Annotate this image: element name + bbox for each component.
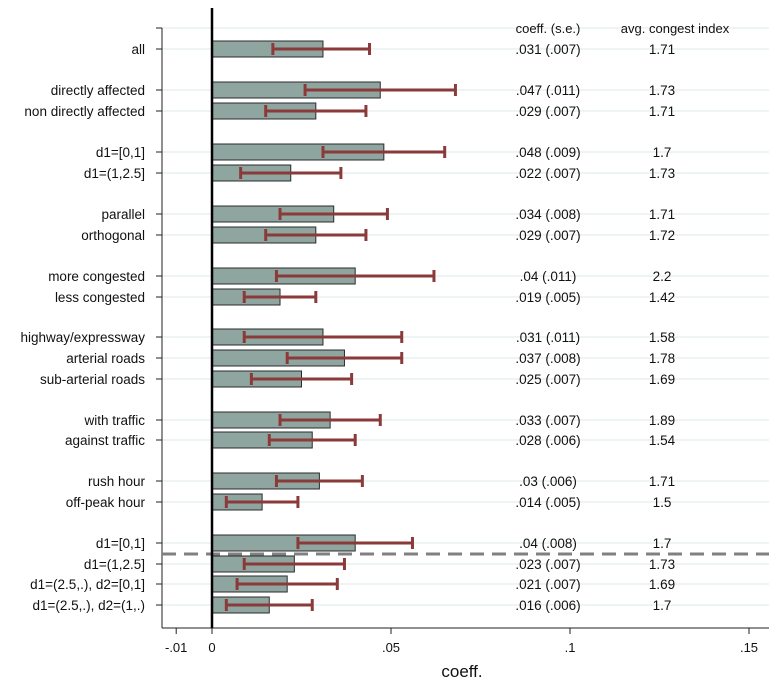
coef-se-label: .034 (.008): [515, 207, 580, 222]
row-label: arterial roads: [66, 351, 145, 366]
row-label: all: [131, 42, 145, 57]
coef-se-label: .031 (.011): [516, 330, 580, 345]
x-tick-label: .1: [565, 640, 576, 655]
coef-se-label: .031 (.007): [515, 42, 580, 57]
congest-index-label: 1.58: [649, 330, 675, 345]
x-axis-title: coeff.: [441, 662, 482, 681]
column-header-index: avg. congest index: [621, 21, 730, 36]
congest-index-label: 1.7: [653, 598, 672, 613]
coef-se-label: .014 (.005): [515, 495, 580, 510]
row-label: orthogonal: [81, 228, 145, 243]
row-label: non directly affected: [24, 104, 145, 119]
coef-se-label: .016 (.006): [515, 598, 580, 613]
row-label: d1=(2.5,.), d2=[0,1]: [30, 577, 145, 592]
congest-index-label: 1.42: [649, 290, 675, 305]
coef-se-label: .019 (.005): [515, 290, 580, 305]
row-label: with traffic: [83, 413, 145, 428]
row-label: off-peak hour: [66, 495, 146, 510]
row-label: d1=[0,1]: [96, 145, 145, 160]
row-label: d1=(2.5,.), d2=(1,.): [32, 598, 145, 613]
row-label: more congested: [48, 269, 145, 284]
congest-index-label: 1.73: [649, 557, 675, 572]
row-label: d1=[0,1]: [96, 536, 145, 551]
congest-index-label: 1.71: [649, 104, 675, 119]
coef-se-label: .028 (.006): [515, 433, 580, 448]
row-label: rush hour: [88, 474, 146, 489]
congest-index-label: 1.5: [653, 495, 672, 510]
x-tick-label: .15: [740, 640, 758, 655]
row-label: highway/expressway: [20, 330, 145, 345]
coef-se-label: .021 (.007): [515, 577, 580, 592]
congest-index-label: 1.71: [649, 42, 675, 57]
label-layer: all .031 (.007) 1.71 directly affected .047 …: [20, 42, 675, 613]
row-label: against traffic: [65, 433, 145, 448]
row-label: less congested: [55, 290, 145, 305]
congest-index-label: 1.73: [649, 166, 675, 181]
row-label: parallel: [101, 207, 145, 222]
congest-index-label: 1.71: [649, 207, 675, 222]
coef-se-label: .029 (.007): [515, 228, 580, 243]
congest-index-label: 1.69: [649, 577, 675, 592]
bar-layer: [211, 40, 385, 614]
coef-se-label: .025 (.007): [515, 372, 580, 387]
row-label: sub-arterial roads: [40, 372, 145, 387]
column-header-coef: coeff. (s.e.): [516, 21, 581, 36]
coef-se-label: .04 (.008): [519, 536, 577, 551]
congest-index-label: 1.78: [649, 351, 675, 366]
coef-se-label: .047 (.011): [516, 83, 580, 98]
x-tick-label: 0: [208, 640, 215, 655]
coef-se-label: .048 (.009): [515, 145, 580, 160]
axis-layer: coeff. (s.e.) avg. congest index coeff. …: [156, 8, 769, 681]
congest-index-label: 1.71: [649, 474, 675, 489]
x-tick-label: -.01: [165, 640, 187, 655]
congest-index-label: 2.2: [653, 269, 672, 284]
row-label: d1=(1,2.5]: [84, 557, 145, 572]
row-label: directly affected: [51, 83, 145, 98]
congest-index-label: 1.7: [653, 536, 672, 551]
coef-se-label: .037 (.008): [515, 351, 580, 366]
error-layer: [224, 43, 457, 611]
coef-se-label: .022 (.007): [515, 166, 580, 181]
x-tick-label: .05: [382, 640, 400, 655]
congest-index-label: 1.54: [649, 433, 676, 448]
congest-index-label: 1.72: [649, 228, 675, 243]
congest-index-label: 1.7: [653, 145, 672, 160]
coef-se-label: .033 (.007): [515, 413, 580, 428]
congest-index-label: 1.89: [649, 413, 675, 428]
row-label: d1=(1,2.5]: [84, 166, 145, 181]
coef-se-label: .04 (.011): [520, 269, 577, 284]
coef-se-label: .03 (.006): [519, 474, 577, 489]
coef-se-label: .029 (.007): [515, 104, 580, 119]
congest-index-label: 1.73: [649, 83, 675, 98]
coef-se-label: .023 (.007): [515, 557, 580, 572]
congest-index-label: 1.69: [649, 372, 675, 387]
